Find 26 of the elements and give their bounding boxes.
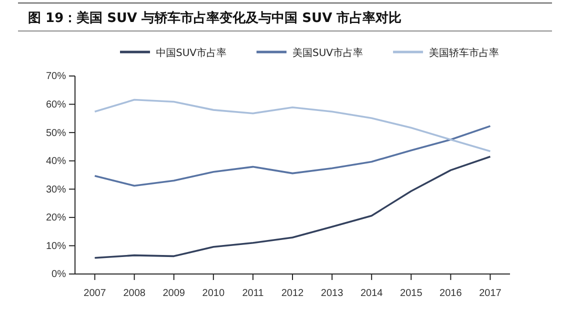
x-tick-label: 2011 <box>242 288 264 299</box>
x-tick-label: 2017 <box>479 288 502 299</box>
legend-label: 美国轿车市占率 <box>429 47 500 59</box>
y-tick-label: 40% <box>46 156 66 168</box>
x-tick-label: 2010 <box>202 288 225 299</box>
y-tick-label: 0% <box>52 269 66 280</box>
chart-title: 图 19：美国 SUV 与轿车市占率变化及与中国 SUV 市占率对比 <box>28 10 402 26</box>
x-tick-label: 2016 <box>440 288 462 299</box>
x-tick-label: 2013 <box>320 288 344 299</box>
line-series <box>94 156 492 259</box>
line-series <box>94 98 492 152</box>
x-tick-label: 2015 <box>400 288 423 299</box>
x-tick-label: 2008 <box>123 288 146 299</box>
y-tick-label: 60% <box>46 99 66 110</box>
y-tick-label: 50% <box>46 128 66 139</box>
x-tick-label: 2014 <box>360 288 384 299</box>
y-tick-label: 70% <box>46 71 66 82</box>
y-tick-label: 10% <box>46 240 66 252</box>
y-tick-label: 20% <box>46 212 66 224</box>
x-tick-label: 2012 <box>281 288 304 299</box>
legend-label: 美国SUV市占率 <box>292 47 364 59</box>
y-tick-label: 30% <box>46 184 66 196</box>
x-tick-label: 2009 <box>162 288 186 299</box>
line-series <box>94 125 492 187</box>
legend-label: 中国SUV市占率 <box>156 47 227 59</box>
x-tick-label: 2007 <box>84 288 106 299</box>
